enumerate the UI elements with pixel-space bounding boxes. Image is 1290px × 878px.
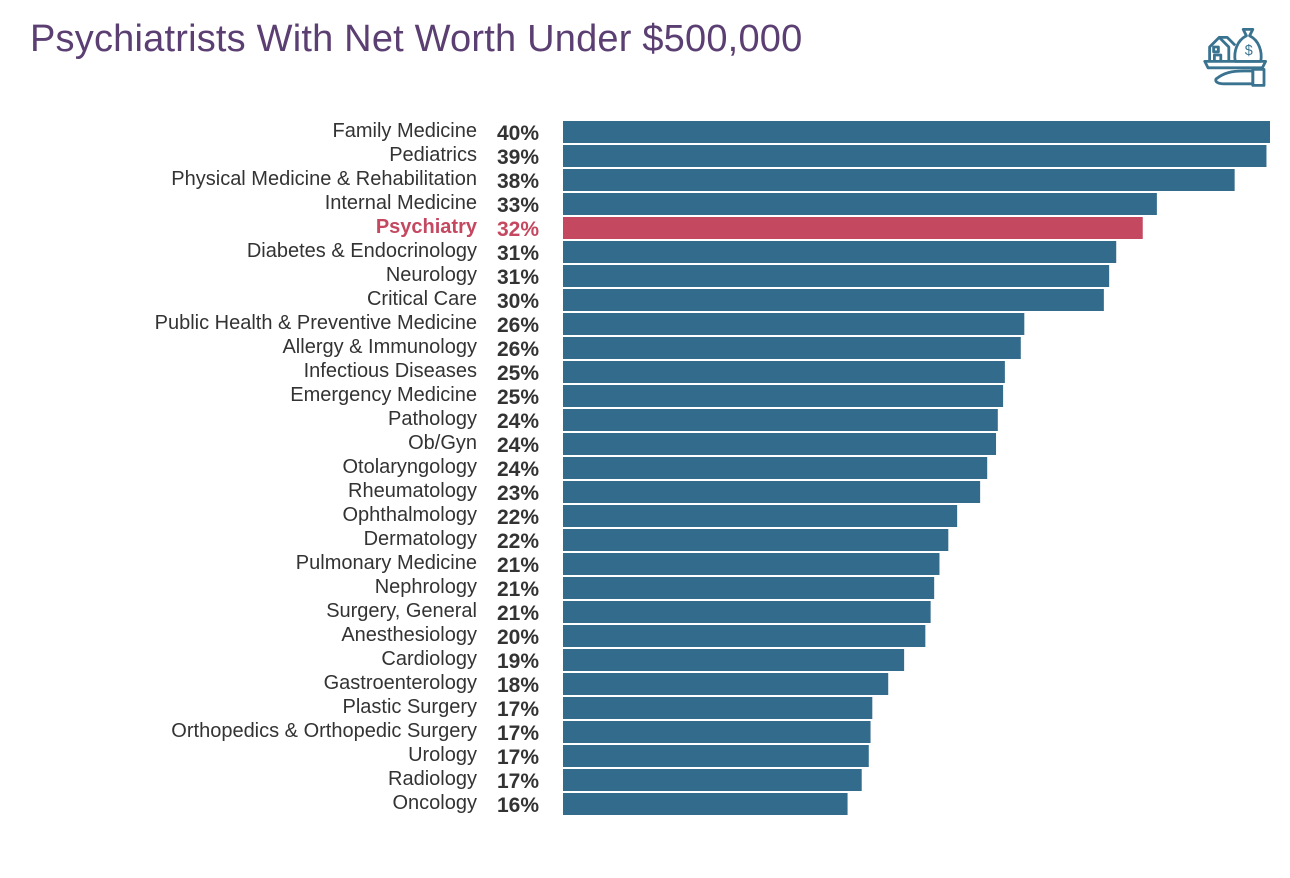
category-label: Emergency Medicine bbox=[290, 384, 477, 406]
value-label: 19% bbox=[497, 650, 539, 673]
bar bbox=[563, 337, 1021, 359]
bar bbox=[563, 793, 848, 815]
chart-title: Psychiatrists With Net Worth Under $500,… bbox=[30, 18, 803, 60]
category-label: Urology bbox=[408, 744, 477, 766]
value-label: 39% bbox=[497, 146, 539, 169]
value-label: 17% bbox=[497, 698, 539, 721]
bar bbox=[563, 433, 997, 455]
value-label: 24% bbox=[497, 434, 539, 457]
bar bbox=[563, 745, 869, 767]
value-label: 24% bbox=[497, 458, 539, 481]
bar bbox=[563, 289, 1104, 311]
value-label: 17% bbox=[497, 770, 539, 793]
category-label: Dermatology bbox=[364, 528, 477, 550]
bar bbox=[563, 577, 935, 599]
value-label: 40% bbox=[497, 122, 539, 145]
bar bbox=[563, 121, 1270, 143]
category-label: Allergy & Immunology bbox=[282, 336, 477, 358]
value-label: 32% bbox=[497, 218, 539, 241]
value-label: 22% bbox=[497, 530, 539, 553]
category-label: Rheumatology bbox=[348, 480, 477, 502]
bar bbox=[563, 193, 1157, 215]
category-label: Diabetes & Endocrinology bbox=[247, 240, 477, 262]
value-label: 30% bbox=[497, 290, 539, 313]
value-label: 38% bbox=[497, 170, 539, 193]
bar bbox=[563, 385, 1004, 407]
category-label: Pulmonary Medicine bbox=[296, 552, 477, 574]
value-label: 25% bbox=[497, 386, 539, 409]
value-label: 31% bbox=[497, 266, 539, 289]
value-label: 25% bbox=[497, 362, 539, 385]
value-label: 18% bbox=[497, 674, 539, 697]
value-label: 17% bbox=[497, 722, 539, 745]
value-label: 21% bbox=[497, 578, 539, 601]
bar bbox=[563, 649, 905, 671]
value-label: 22% bbox=[497, 506, 539, 529]
bar bbox=[563, 697, 873, 719]
category-label: Ob/Gyn bbox=[408, 432, 477, 454]
bar bbox=[563, 601, 931, 623]
category-label: Infectious Diseases bbox=[304, 360, 477, 382]
value-label: 26% bbox=[497, 314, 539, 337]
bar bbox=[563, 169, 1235, 191]
category-label: Oncology bbox=[393, 792, 478, 814]
bar bbox=[563, 241, 1117, 263]
bar bbox=[563, 409, 998, 431]
bar bbox=[563, 265, 1110, 287]
bar bbox=[563, 481, 981, 503]
category-label: Pediatrics bbox=[389, 144, 477, 166]
category-label: Nephrology bbox=[375, 576, 477, 598]
bar bbox=[563, 553, 940, 575]
hand-holding-house-and-money-bag-icon: $ bbox=[1203, 28, 1267, 87]
value-label: 17% bbox=[497, 746, 539, 769]
category-label: Psychiatry bbox=[376, 216, 478, 238]
category-label: Otolaryngology bbox=[342, 456, 477, 478]
category-label: Cardiology bbox=[381, 648, 477, 670]
value-label: 23% bbox=[497, 482, 539, 505]
category-label: Surgery, General bbox=[326, 600, 477, 622]
category-label: Orthopedics & Orthopedic Surgery bbox=[171, 720, 477, 742]
value-label: 26% bbox=[497, 338, 539, 361]
bar bbox=[563, 529, 949, 551]
value-label: 21% bbox=[497, 602, 539, 625]
category-label: Critical Care bbox=[367, 288, 477, 310]
bar bbox=[563, 769, 862, 791]
category-label: Ophthalmology bbox=[342, 504, 477, 526]
value-label: 33% bbox=[497, 194, 539, 217]
bar bbox=[563, 673, 889, 695]
bar bbox=[563, 625, 926, 647]
value-label: 20% bbox=[497, 626, 539, 649]
bar bbox=[563, 361, 1005, 383]
bar bbox=[563, 313, 1025, 335]
bar bbox=[563, 145, 1267, 167]
bar bbox=[563, 505, 958, 527]
value-label: 31% bbox=[497, 242, 539, 265]
category-label: Radiology bbox=[388, 768, 477, 790]
category-label: Neurology bbox=[386, 264, 477, 286]
bar bbox=[563, 721, 871, 743]
value-label: 16% bbox=[497, 794, 539, 817]
category-label: Physical Medicine & Rehabilitation bbox=[171, 168, 477, 190]
value-label: 21% bbox=[497, 554, 539, 577]
category-label: Plastic Surgery bbox=[343, 696, 478, 718]
bar bbox=[563, 457, 988, 479]
bar bbox=[563, 217, 1143, 239]
category-label: Anesthesiology bbox=[341, 624, 477, 646]
svg-text:$: $ bbox=[1245, 43, 1253, 59]
category-label: Pathology bbox=[388, 408, 477, 430]
category-label: Gastroenterology bbox=[324, 672, 477, 694]
category-label: Internal Medicine bbox=[325, 192, 477, 214]
value-label: 24% bbox=[497, 410, 539, 433]
category-label: Public Health & Preventive Medicine bbox=[155, 312, 477, 334]
category-label: Family Medicine bbox=[333, 120, 477, 142]
